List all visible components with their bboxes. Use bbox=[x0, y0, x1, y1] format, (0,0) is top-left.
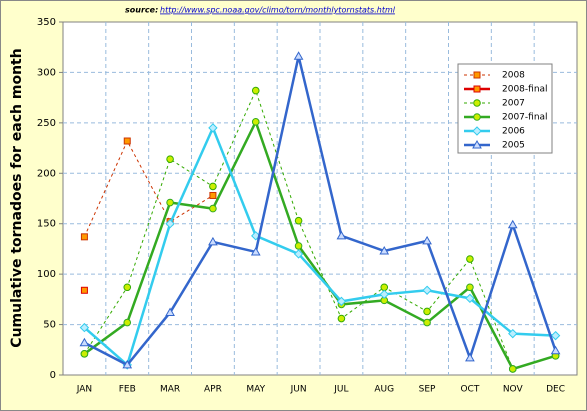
data-point bbox=[336, 296, 347, 307]
data-point bbox=[379, 245, 390, 255]
x-tick-label: JUL bbox=[333, 385, 348, 395]
data-point bbox=[251, 118, 260, 126]
y-tick-label: 200 bbox=[37, 168, 56, 179]
data-point bbox=[123, 137, 131, 145]
x-tick-label: JUN bbox=[290, 385, 307, 395]
legend-marker bbox=[473, 99, 481, 107]
legend-label: 2007 bbox=[502, 99, 525, 109]
data-point bbox=[380, 283, 389, 292]
legend-marker bbox=[472, 139, 482, 149]
data-point bbox=[337, 314, 346, 323]
data-point bbox=[209, 182, 217, 191]
data-point bbox=[379, 289, 389, 300]
data-point bbox=[422, 285, 432, 295]
data-point bbox=[423, 318, 431, 327]
series-line bbox=[83, 124, 556, 368]
source-url: http://www.spc.noaa.gov/climo/torn/month… bbox=[160, 6, 396, 15]
data-point bbox=[79, 337, 90, 347]
x-tick-label: FEB bbox=[119, 385, 136, 395]
data-point bbox=[550, 330, 561, 341]
x-tick-label: AUG bbox=[374, 385, 394, 395]
source-label: source: bbox=[125, 6, 158, 15]
data-point bbox=[336, 230, 347, 240]
data-point bbox=[209, 191, 217, 199]
x-tick-label: NOV bbox=[503, 385, 524, 395]
data-point bbox=[466, 255, 474, 263]
data-point bbox=[165, 307, 175, 316]
y-tick-label: 0 bbox=[50, 370, 56, 381]
data-point bbox=[80, 286, 88, 294]
y-tick-label: 150 bbox=[37, 219, 56, 230]
legend-label: 2007-final bbox=[502, 113, 548, 123]
x-tick-label: SEP bbox=[419, 385, 436, 395]
legend-marker bbox=[473, 71, 481, 79]
legend-marker bbox=[472, 126, 482, 136]
data-point bbox=[465, 293, 475, 304]
legend-label: 2005 bbox=[502, 141, 525, 151]
series-line bbox=[83, 139, 214, 238]
data-point bbox=[294, 242, 303, 250]
legend-marker bbox=[473, 85, 481, 93]
data-point bbox=[508, 328, 518, 339]
data-point bbox=[208, 236, 218, 246]
data-point bbox=[123, 318, 132, 327]
data-point bbox=[422, 235, 432, 245]
y-tick-label: 250 bbox=[37, 118, 56, 129]
legend-label: 2008 bbox=[502, 71, 525, 81]
y-tick-label: 50 bbox=[43, 320, 56, 331]
x-tick-label: DEC bbox=[546, 385, 565, 395]
x-tick-label: OCT bbox=[460, 385, 479, 395]
data-point bbox=[550, 345, 561, 355]
y-tick-label: 100 bbox=[37, 269, 56, 280]
legend-marker bbox=[473, 113, 481, 121]
data-point bbox=[465, 352, 475, 362]
data-point bbox=[122, 359, 133, 369]
x-tick-label: JAN bbox=[76, 385, 92, 395]
y-tick-label: 350 bbox=[37, 17, 56, 28]
data-point bbox=[508, 365, 517, 373]
data-point bbox=[251, 86, 260, 95]
series-line bbox=[83, 118, 556, 371]
data-point bbox=[466, 283, 474, 292]
data-point bbox=[507, 219, 518, 229]
y-axis-label: Cumulative tornadoes for each month bbox=[9, 48, 25, 347]
x-tick-label: MAR bbox=[160, 385, 180, 395]
data-point bbox=[294, 216, 303, 225]
data-point bbox=[293, 249, 304, 259]
data-point bbox=[123, 283, 132, 292]
data-point bbox=[250, 246, 261, 256]
legend-label: 2008-final bbox=[502, 85, 548, 95]
x-tick-label: MAY bbox=[246, 385, 265, 395]
data-point bbox=[293, 51, 304, 60]
series-line bbox=[83, 89, 556, 370]
data-point bbox=[79, 322, 90, 333]
data-point bbox=[166, 155, 174, 163]
data-point bbox=[166, 198, 174, 207]
legend-box bbox=[457, 63, 553, 154]
data-point bbox=[208, 123, 218, 133]
data-point bbox=[80, 233, 88, 241]
x-tick-label: APR bbox=[204, 385, 222, 395]
data-point bbox=[80, 350, 89, 358]
data-point bbox=[423, 307, 431, 316]
data-point bbox=[209, 204, 217, 213]
y-tick-label: 300 bbox=[37, 67, 56, 78]
series-line bbox=[83, 56, 557, 367]
legend-label: 2006 bbox=[502, 127, 525, 137]
data-point bbox=[165, 219, 175, 229]
